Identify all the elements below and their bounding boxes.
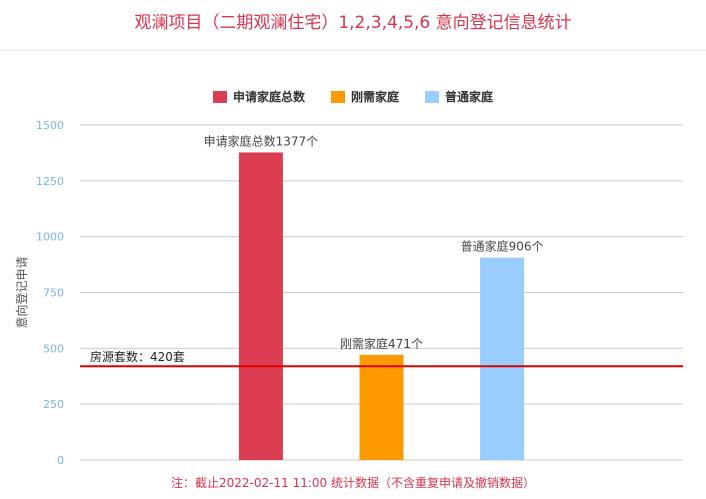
- y-axis-title: 意向登记申请: [14, 256, 29, 328]
- bar: [480, 257, 525, 460]
- y-tick-label: 1000: [36, 231, 64, 244]
- footnote: 注：截止2022-02-11 11:00 统计数据（不含重复申请及撤销数据）: [171, 476, 535, 490]
- legend-label: 申请家庭总数: [233, 89, 306, 104]
- legend-swatch: [331, 91, 345, 103]
- y-tick-label: 250: [43, 398, 64, 411]
- chart-title: 观澜项目（二期观澜住宅）1,2,3,4,5,6 意向登记信息统计: [134, 13, 572, 33]
- legend-swatch: [213, 91, 227, 103]
- legend-label: 普通家庭: [445, 89, 493, 104]
- y-tick-label: 500: [43, 342, 64, 355]
- reference-line-label: 房源套数：420套: [90, 349, 185, 364]
- legend-swatch: [425, 91, 439, 103]
- bar: [238, 152, 283, 460]
- legend-label: 刚需家庭: [351, 89, 399, 104]
- data-label: 刚需家庭471个: [340, 336, 423, 351]
- data-label: 申请家庭总数1377个: [204, 133, 319, 148]
- y-tick-label: 750: [43, 287, 64, 300]
- y-tick-label: 0: [57, 454, 64, 467]
- data-label: 普通家庭906个: [461, 239, 544, 254]
- title-divider: [0, 50, 706, 51]
- bar: [359, 354, 404, 460]
- y-tick-label: 1250: [36, 175, 64, 188]
- y-tick-label: 1500: [36, 119, 64, 132]
